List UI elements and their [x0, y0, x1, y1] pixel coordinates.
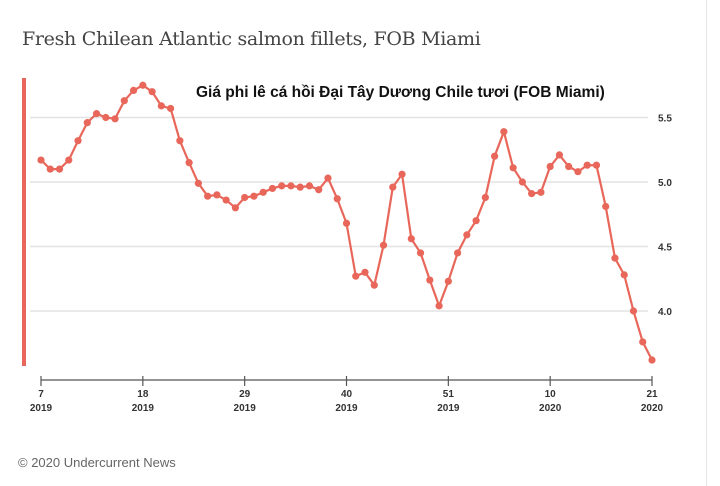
- data-point: [398, 170, 406, 178]
- x-tick-week: 51: [443, 389, 455, 400]
- data-point: [204, 192, 212, 200]
- x-tick-year: 2020: [641, 403, 664, 414]
- data-point: [361, 268, 369, 276]
- data-point: [444, 277, 452, 285]
- y-tick-label: 5.0: [658, 178, 672, 189]
- x-tick-week: 18: [137, 389, 149, 400]
- x-tick-year: 2019: [335, 403, 358, 414]
- x-tick-year: 2020: [539, 403, 562, 414]
- data-point: [546, 162, 554, 171]
- data-point: [648, 356, 656, 364]
- y-tick-label: 4.0: [658, 307, 672, 318]
- data-point: [185, 159, 193, 167]
- chart-subtitle: Giá phi lê cá hồi Đại Tây Dương Chile tư…: [196, 84, 605, 101]
- data-point: [500, 128, 508, 136]
- y-tick-label: 4.5: [658, 243, 672, 254]
- data-point: [129, 86, 138, 95]
- data-point: [491, 152, 499, 160]
- data-point: [37, 156, 45, 164]
- y-tick-label: 5.5: [658, 114, 672, 125]
- x-tick-year: 2019: [437, 403, 460, 414]
- data-point: [287, 182, 295, 190]
- data-point: [157, 102, 165, 110]
- data-point: [407, 235, 415, 243]
- data-point: [592, 161, 601, 169]
- x-tick-week: 40: [341, 389, 353, 400]
- data-point: [629, 307, 638, 315]
- data-point: [139, 81, 147, 89]
- data-point: [315, 186, 323, 194]
- chart-title: Fresh Chilean Atlantic salmon fillets, F…: [22, 28, 481, 50]
- data-point: [194, 179, 202, 187]
- x-tick-week: 7: [38, 389, 44, 400]
- data-point: [324, 174, 332, 182]
- data-point: [620, 271, 628, 279]
- data-point: [231, 204, 240, 212]
- data-point: [176, 137, 184, 145]
- data-point: [241, 193, 249, 202]
- data-point: [213, 191, 221, 199]
- data-point: [92, 110, 101, 118]
- data-point: [602, 202, 610, 211]
- x-tick-year: 2019: [132, 403, 155, 414]
- x-tick-week: 29: [239, 389, 251, 400]
- data-point: [379, 241, 388, 249]
- data-point: [342, 219, 351, 227]
- data-point: [389, 183, 397, 191]
- data-point: [426, 276, 434, 284]
- data-point: [481, 193, 489, 202]
- accent-bar: [22, 78, 26, 366]
- data-point: [352, 272, 360, 280]
- data-point: [167, 104, 175, 113]
- data-point: [278, 182, 286, 190]
- data-point: [102, 113, 110, 122]
- data-point: [518, 178, 526, 186]
- right-border: [706, 0, 707, 486]
- data-point: [120, 97, 128, 105]
- data-point: [83, 119, 91, 127]
- data-point: [305, 182, 314, 190]
- data-point: [268, 184, 277, 193]
- data-point: [472, 217, 480, 225]
- x-tick-year: 2019: [30, 403, 53, 414]
- data-point: [528, 190, 536, 198]
- data-point: [148, 88, 156, 96]
- data-point: [453, 249, 462, 257]
- data-point: [333, 195, 341, 203]
- data-point: [46, 165, 54, 173]
- data-point: [222, 196, 230, 204]
- data-point: [370, 281, 378, 289]
- data-point: [55, 165, 64, 173]
- data-point: [463, 231, 471, 239]
- data-point: [65, 156, 73, 164]
- data-point: [583, 161, 591, 169]
- x-tick-week: 10: [545, 389, 557, 400]
- data-point: [416, 249, 425, 257]
- data-point: [537, 188, 545, 196]
- data-point: [74, 137, 82, 145]
- data-point: [639, 338, 647, 346]
- data-point: [259, 188, 267, 196]
- data-point: [111, 115, 119, 123]
- data-point: [435, 302, 443, 310]
- data-point: [250, 192, 258, 200]
- x-tick-year: 2019: [234, 403, 257, 414]
- data-point: [574, 168, 582, 176]
- data-point: [296, 183, 304, 191]
- copyright-footer: © 2020 Undercurrent News: [18, 455, 176, 470]
- data-point: [555, 151, 564, 159]
- data-point: [509, 164, 517, 172]
- data-point: [611, 254, 619, 262]
- data-point: [565, 162, 573, 171]
- x-tick-week: 21: [646, 389, 658, 400]
